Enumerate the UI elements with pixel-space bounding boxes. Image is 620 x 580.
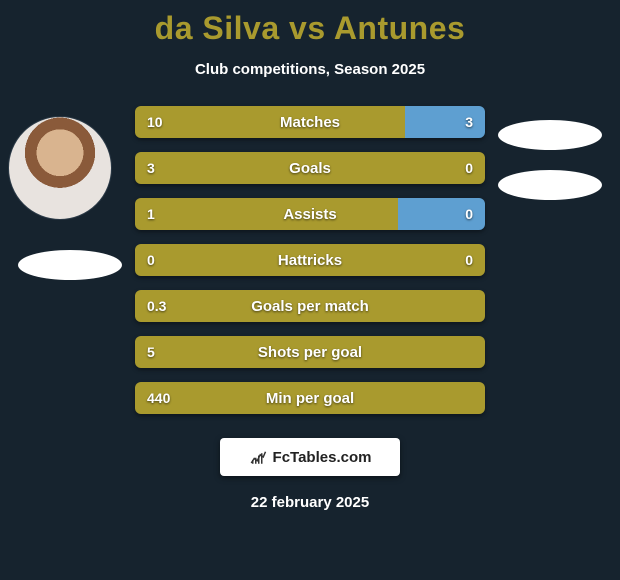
stat-label: Shots per goal	[135, 336, 485, 368]
content-area: 103Matches 30Goals 10Assists 00Hattricks 0.3…	[0, 106, 620, 414]
stat-label: Assists	[135, 198, 485, 230]
logo-text: FcTables.com	[273, 449, 372, 466]
stat-row: 10Assists	[135, 198, 485, 230]
player1-name: da Silva	[155, 10, 280, 46]
player2-name: Antunes	[334, 10, 466, 46]
site-logo: FcTables.com	[220, 438, 400, 476]
comparison-title: da Silva vs Antunes	[0, 0, 620, 47]
stat-row: 0.3Goals per match	[135, 290, 485, 322]
stat-row: 30Goals	[135, 152, 485, 184]
player1-badge	[18, 250, 122, 280]
date-text: 22 february 2025	[0, 494, 620, 511]
chart-icon	[249, 448, 267, 466]
stat-label: Matches	[135, 106, 485, 138]
player1-avatar	[8, 116, 112, 220]
subtitle: Club competitions, Season 2025	[0, 61, 620, 78]
vs-text: vs	[289, 10, 326, 46]
stat-label: Goals per match	[135, 290, 485, 322]
player2-badge-1	[498, 120, 602, 150]
stat-label: Hattricks	[135, 244, 485, 276]
stat-row: 00Hattricks	[135, 244, 485, 276]
stat-row: 440Min per goal	[135, 382, 485, 414]
stat-bars: 103Matches 30Goals 10Assists 00Hattricks 0.3…	[135, 106, 485, 414]
stat-row: 5Shots per goal	[135, 336, 485, 368]
stat-row: 103Matches	[135, 106, 485, 138]
stat-label: Goals	[135, 152, 485, 184]
player2-badge-2	[498, 170, 602, 200]
stat-label: Min per goal	[135, 382, 485, 414]
